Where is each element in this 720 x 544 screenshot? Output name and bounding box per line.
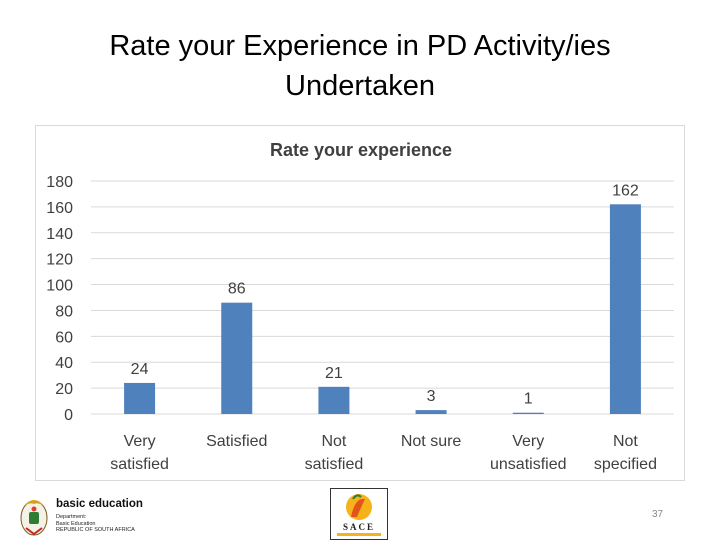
bar [221,302,253,414]
x-tick-label: Satisfied [206,433,267,450]
x-tick-label: satisfied [110,456,169,473]
data-label: 162 [612,182,639,199]
bar-chart: Rate your experience 0 20 40 60 80 100 120 140 16… [46,140,674,473]
page-number: 37 [652,509,664,520]
y-tick-label: 0 [64,407,73,424]
sace-text: SACE [343,522,375,532]
bar [415,410,447,414]
x-tick-label: Very [124,433,156,450]
coat-of-arms-icon [20,500,48,536]
dept-sub-2: Basic Education [56,520,96,527]
basic-education-logo [20,500,48,536]
bar [512,412,544,414]
x-tick-label: Not [613,433,638,450]
chart-title: Rate your experience [270,140,452,160]
y-tick-label: 100 [46,278,73,295]
y-tick-label: 140 [46,226,73,243]
x-tick-label: specified [594,456,657,473]
bar [318,386,350,414]
bar [609,204,641,414]
data-label: 86 [228,281,246,298]
x-tick-label: Not [321,433,346,450]
dept-sub-3: REPUBLIC OF SOUTH AFRICA [56,527,135,533]
data-label: 3 [427,388,436,405]
data-label: 1 [524,391,533,408]
y-tick-label: 60 [55,329,73,346]
bar [124,382,156,414]
y-tick-label: 160 [46,200,73,217]
x-tick-label: satisfied [305,456,364,473]
y-tick-label: 180 [46,174,73,191]
slide-title-line-1: Rate your Experience in PD Activity/ies [109,30,611,62]
dept-subtitle: Department: Basic Education REPUBLIC OF … [56,514,146,534]
data-label: 24 [131,361,149,378]
y-tick-label: 80 [55,303,73,320]
x-tick-label: Very [512,433,544,450]
data-label: 21 [325,365,343,382]
sace-logo: SACE [330,488,388,540]
x-tick-label: unsatisfied [490,456,567,473]
sace-emblem-icon: SACE [337,494,381,536]
slide-title: Rate your Experience in PD Activity/ies … [20,26,700,106]
slide-title-line-2: Undertaken [285,70,435,102]
chart-frame: Rate your experience 0 20 40 60 80 100 120 140 16… [35,125,685,481]
y-tick-label: 120 [46,252,73,269]
dept-sub-1: Department: [56,514,87,520]
x-tick-label: Not sure [401,433,462,450]
dept-name: basic education [56,498,143,510]
y-tick-label: 40 [55,355,73,372]
y-tick-label: 20 [55,381,73,398]
